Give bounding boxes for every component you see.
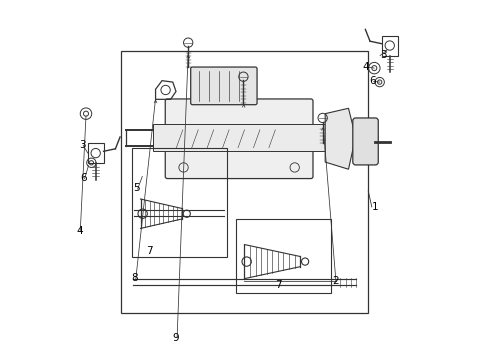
Bar [381, 36, 397, 55]
Text: 6: 6 [368, 76, 375, 86]
Text: 6: 6 [80, 173, 87, 183]
Text: 5: 5 [133, 184, 140, 193]
Text: 7: 7 [145, 246, 152, 256]
Bar [235, 220, 330, 293]
Bar [153, 125, 343, 151]
Text: 3: 3 [379, 50, 386, 60]
FancyBboxPatch shape [190, 67, 257, 105]
Text: 4: 4 [76, 226, 82, 236]
Text: 8: 8 [131, 273, 138, 283]
Text: 2: 2 [332, 276, 338, 286]
FancyBboxPatch shape [165, 99, 312, 179]
Bar [88, 143, 103, 163]
Text: 3: 3 [79, 140, 85, 150]
Text: 7: 7 [274, 280, 281, 290]
Bar [131, 148, 226, 257]
Text: 1: 1 [371, 202, 378, 212]
Text: 4: 4 [362, 62, 369, 72]
Text: 9: 9 [172, 333, 179, 343]
Polygon shape [325, 108, 355, 169]
Bar [121, 51, 367, 313]
FancyBboxPatch shape [352, 118, 378, 165]
